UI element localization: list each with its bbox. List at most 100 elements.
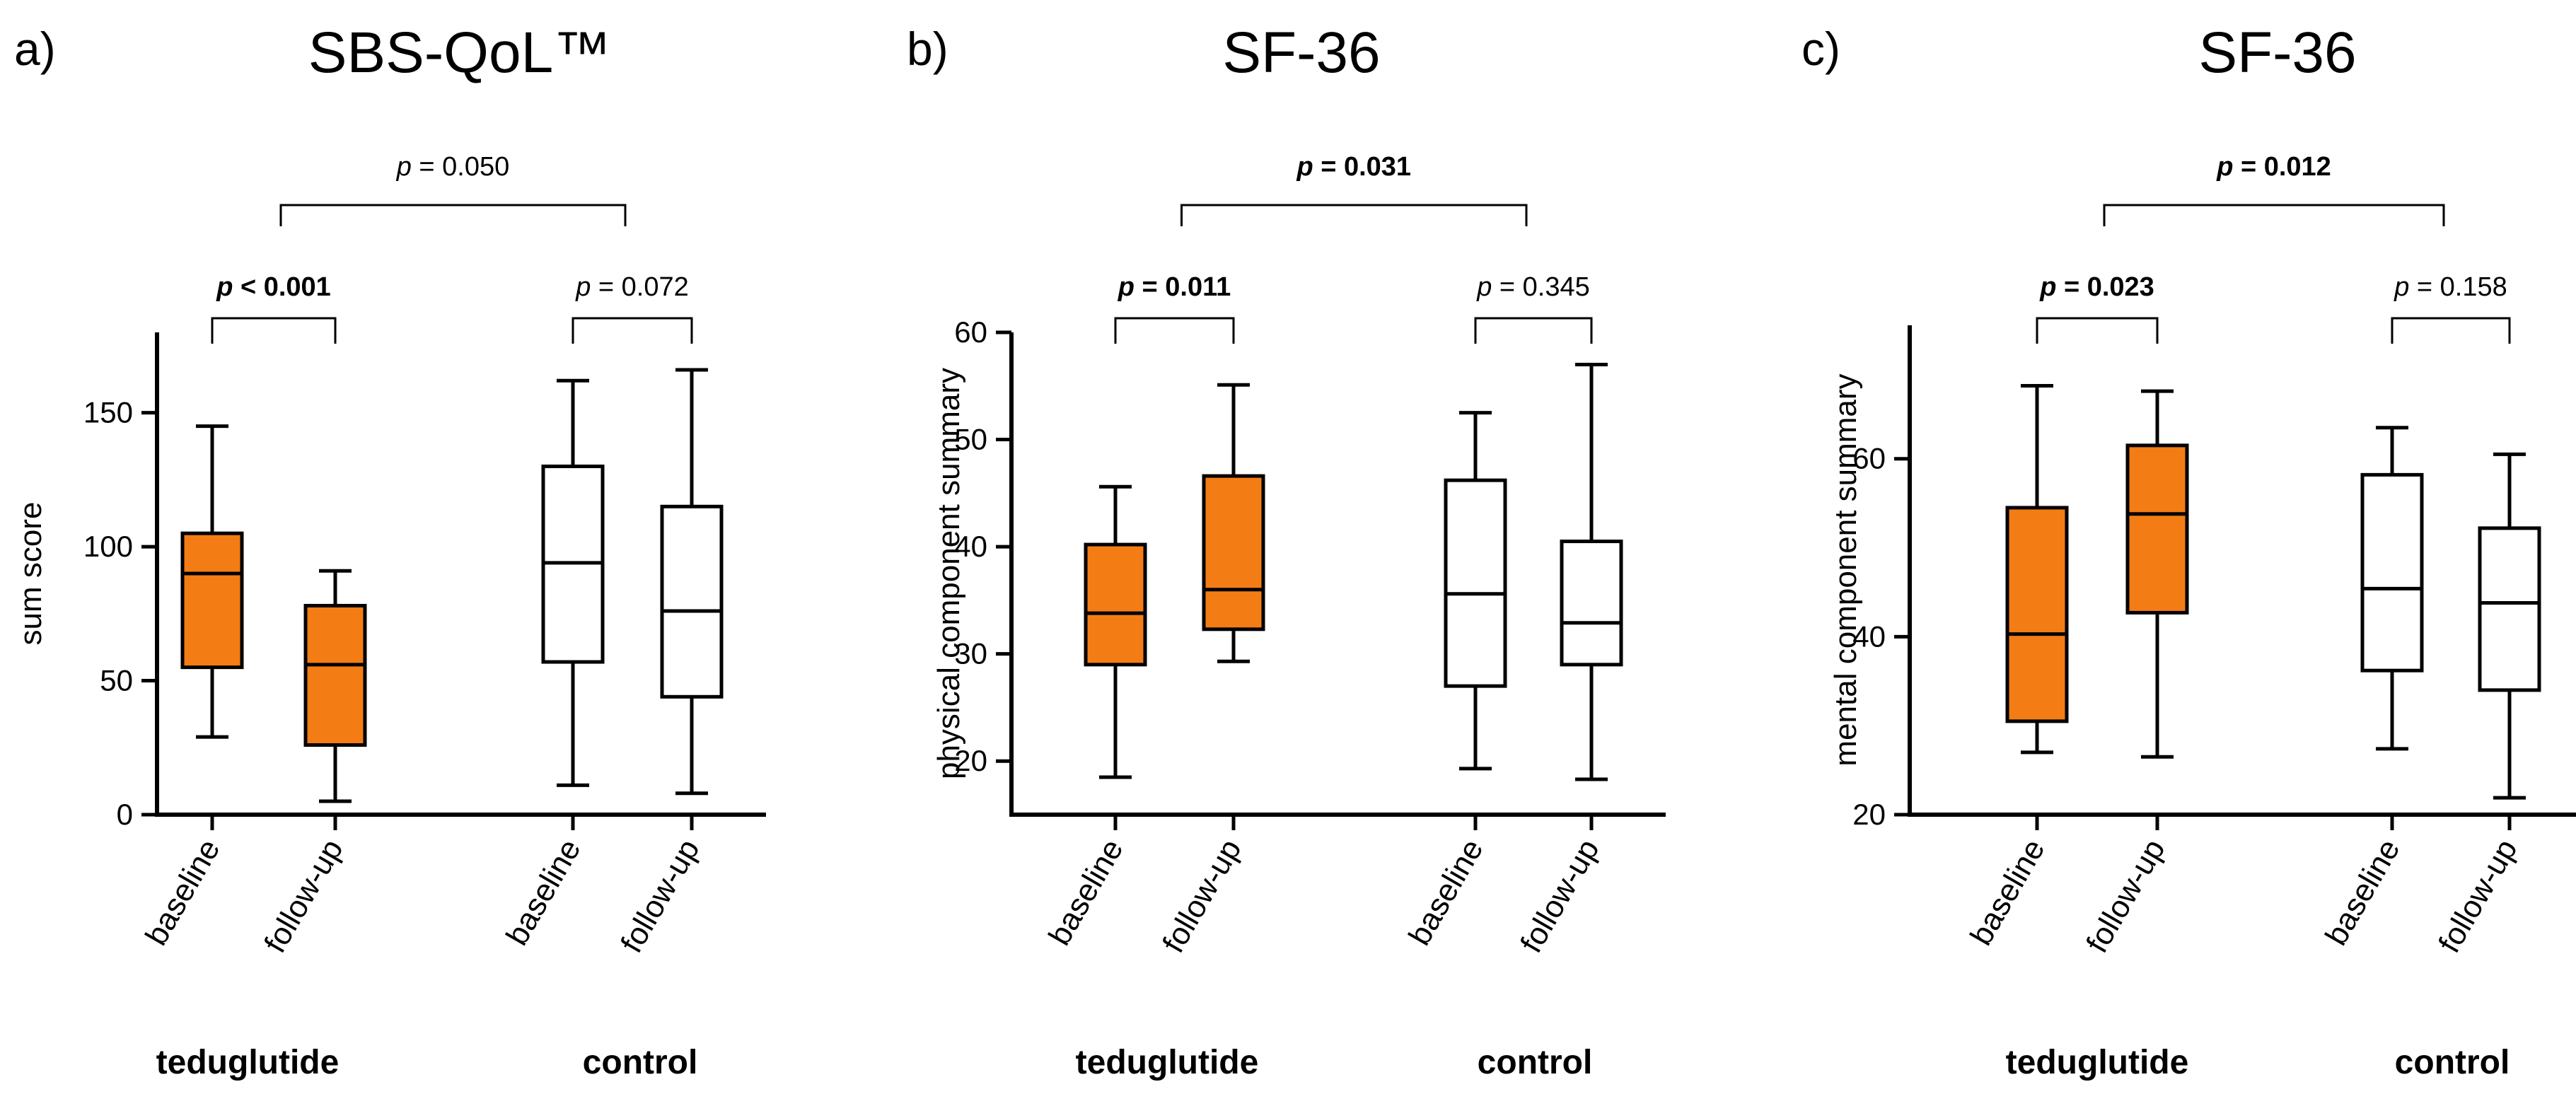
p-value-label: p = 0.072 (575, 272, 689, 302)
iqr-box (660, 504, 724, 699)
panel-2: b) SF-36 20 30 40 50 60 physical component summ… (907, 21, 1666, 1081)
p-value-label: p < 0.001 (216, 272, 331, 302)
p-value-label: p = 0.012 (2216, 152, 2331, 182)
iqr-box (2005, 506, 2069, 723)
comparison-within-group: p = 0.158 (2391, 272, 2511, 344)
y-tick-label: 60 (1852, 442, 1886, 475)
y-axis-label: physical component summary (932, 368, 966, 779)
y-tick-label: 60 (954, 315, 987, 349)
group-label-teduglutide: teduglutide (1076, 1044, 1259, 1081)
p-value-text: < 0.001 (233, 272, 330, 302)
group-label-control: control (2395, 1044, 2510, 1081)
x-category-label: follow-up (257, 834, 349, 959)
p-value-label: p = 0.031 (1296, 152, 1411, 182)
p-value-text: = 0.072 (591, 272, 688, 302)
x-category-label: follow-up (614, 834, 706, 959)
comparison-between-groups: p = 0.012 (2103, 152, 2445, 226)
panel-letter: c) (1802, 23, 1840, 75)
p-symbol: p (1118, 272, 1135, 302)
y-tick-label: 20 (954, 744, 987, 777)
panel-title: SF-36 (1222, 21, 1380, 85)
iqr-box (1202, 474, 1265, 632)
panel-title: SF-36 (2198, 21, 2356, 85)
p-value-text: = 0.345 (1492, 272, 1589, 302)
iqr-box (2125, 443, 2189, 615)
x-category-label: follow-up (1514, 834, 1606, 959)
group-label-control: control (583, 1044, 698, 1081)
p-value-text: = 0.012 (2233, 152, 2331, 182)
p-symbol: p (575, 272, 591, 302)
panel-title: SBS-QoL™ (308, 21, 611, 85)
comparison-within-group: p = 0.345 (1474, 272, 1593, 344)
panel-letter: b) (907, 23, 948, 75)
p-value-text: = 0.011 (1135, 272, 1231, 302)
box-control-follow-up: follow-up (1514, 362, 1623, 959)
group-label-control: control (1478, 1044, 1593, 1081)
p-value-label: p = 0.345 (1476, 272, 1590, 302)
comparison-within-group: p = 0.072 (572, 272, 693, 344)
bracket-line (1114, 317, 1235, 344)
group-label-teduglutide: teduglutide (2006, 1044, 2189, 1081)
p-symbol: p (1296, 152, 1313, 182)
bracket-line (2391, 317, 2511, 344)
panel-letter: a) (14, 23, 56, 75)
p-value-text: = 0.158 (2409, 272, 2507, 302)
y-tick-label: 40 (1852, 619, 1886, 653)
x-category-label: baseline (499, 834, 587, 951)
p-value-label: p = 0.050 (396, 152, 510, 182)
box-teduglutide-baseline: baseline (1042, 484, 1147, 951)
y-tick-label: 50 (954, 423, 987, 456)
comparison-within-group: p = 0.011 (1114, 272, 1235, 344)
iqr-box (1084, 542, 1147, 667)
p-value-text: = 0.031 (1313, 152, 1411, 182)
y-axis-label: mental component summary (1828, 373, 1863, 766)
y-axis-label: sum score (13, 502, 48, 646)
bracket-line (211, 317, 337, 344)
y-tick-label: 20 (1852, 798, 1886, 831)
box-control-follow-up: follow-up (2432, 452, 2541, 959)
box-control-follow-up: follow-up (614, 368, 724, 959)
y-tick-label: 0 (117, 798, 133, 831)
x-category-label: baseline (1402, 834, 1490, 951)
iqr-box (180, 531, 244, 670)
iqr-box (1560, 540, 1623, 667)
x-category-label: baseline (1963, 834, 2051, 951)
p-value-text: = 0.023 (2056, 272, 2154, 302)
box-control-baseline: baseline (1402, 411, 1507, 951)
bracket-line (279, 204, 627, 226)
iqr-box (2360, 472, 2424, 673)
p-symbol: p (2394, 272, 2409, 302)
box-teduglutide-follow-up: follow-up (1156, 383, 1265, 959)
p-value-label: p = 0.158 (2394, 272, 2507, 302)
box-teduglutide-follow-up: follow-up (2079, 389, 2189, 959)
y-tick-label: 30 (954, 637, 987, 670)
group-label-teduglutide: teduglutide (156, 1044, 340, 1081)
y-tick-label: 40 (954, 530, 987, 563)
iqr-box (2478, 526, 2541, 692)
p-value-label: p = 0.011 (1118, 272, 1231, 302)
y-tick-label: 50 (100, 664, 133, 697)
x-category-label: follow-up (2432, 834, 2524, 959)
comparison-within-group: p = 0.023 (2036, 272, 2159, 344)
p-symbol: p (1476, 272, 1492, 302)
p-symbol: p (2039, 272, 2056, 302)
comparison-between-groups: p = 0.031 (1180, 152, 1528, 226)
box-control-baseline: baseline (499, 378, 605, 951)
panel-1: a) SBS-QoL™ 0 50 100 150 sum score baseline foll… (13, 21, 766, 1081)
bracket-line (1474, 317, 1593, 344)
iqr-box (1444, 478, 1507, 688)
x-category-label: baseline (2319, 834, 2406, 951)
bracket-line (2103, 204, 2445, 226)
y-tick-label: 150 (83, 396, 133, 429)
bracket-line (2036, 317, 2159, 344)
box-teduglutide-baseline: baseline (1963, 384, 2069, 951)
box-teduglutide-baseline: baseline (139, 424, 244, 951)
iqr-box (303, 603, 367, 747)
box-teduglutide-follow-up: follow-up (257, 569, 367, 959)
x-category-label: baseline (1042, 834, 1130, 951)
x-category-label: baseline (139, 834, 226, 951)
p-symbol: p (396, 152, 412, 182)
x-category-label: follow-up (1156, 834, 1248, 959)
p-symbol: p (2216, 152, 2233, 182)
